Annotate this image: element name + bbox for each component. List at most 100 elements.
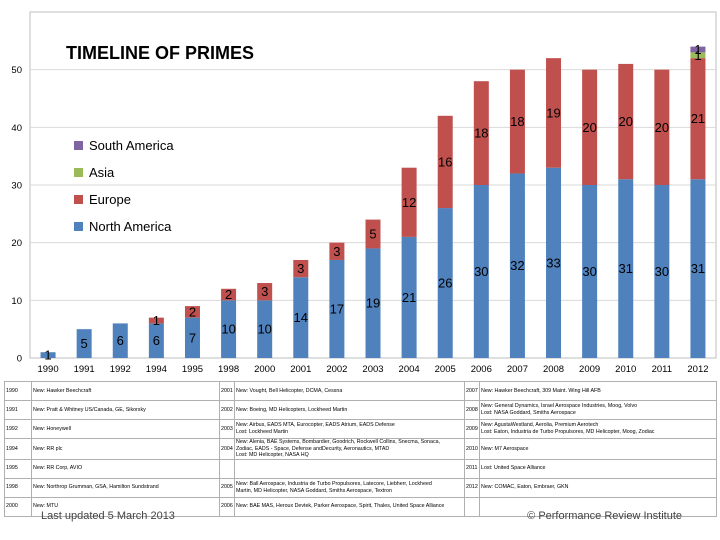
event-year: 2002 (219, 400, 235, 420)
bar-europe-1994 (148, 317, 164, 324)
data-label: 1 (694, 42, 701, 57)
data-label: 21 (691, 111, 705, 126)
x-tick-label: 2007 (507, 364, 528, 375)
event-year: 2008 (464, 400, 480, 420)
bar-north-america-2004 (401, 236, 417, 358)
data-label: 7 (189, 330, 196, 345)
data-label: 26 (438, 276, 452, 291)
legend-label: North America (89, 219, 172, 234)
event-text: New: RR Corp, AVIO (31, 458, 220, 479)
bar-north-america-2009 (582, 185, 598, 358)
bar-europe-2009 (582, 69, 598, 185)
event-year: 2005 (219, 477, 235, 498)
legend-swatch (74, 222, 83, 231)
y-tick-label: 10 (11, 296, 22, 307)
data-label: 31 (619, 261, 633, 276)
data-label: 17 (330, 301, 344, 316)
data-label: 31 (691, 261, 705, 276)
bar-asia-2012 (690, 52, 706, 59)
bar-north-america-1995 (184, 317, 200, 358)
bar-europe-2008 (546, 58, 562, 168)
event-text: New: COMAC, Eaton, Embraer, GKN (479, 477, 717, 498)
event-year: 2004 (219, 438, 235, 460)
y-tick-label: 50 (11, 65, 22, 76)
data-labels: 15 6 6172102103143173195211226163018321833… (44, 42, 705, 363)
event-text (479, 496, 717, 517)
bar-europe-2000 (257, 283, 273, 301)
x-tick-label: 1994 (146, 364, 167, 375)
data-label: 1 (44, 348, 51, 363)
event-text: New: Northrop Grumman, GSA, Hamilton Sun… (31, 477, 220, 498)
event-text: New: Hawker Beechcraft (31, 381, 220, 401)
data-label: 20 (655, 120, 669, 135)
bar-europe-2001 (293, 259, 309, 278)
x-tick-label: 1991 (74, 364, 95, 375)
data-label: 21 (402, 290, 416, 305)
bar-europe-2004 (401, 167, 417, 237)
chart-title: TIMELINE OF PRIMES (66, 43, 254, 63)
event-text: New: Ball Aerospace, Industria de Turbo … (234, 477, 465, 498)
legend-label: Europe (89, 192, 131, 207)
event-year: 2009 (464, 419, 480, 439)
primes-chart: 15 6 6172102103143173195211226163018321833… (11, 11, 717, 375)
y-tick-label: 30 (11, 181, 22, 192)
legend-label: South America (89, 138, 174, 153)
event-text: New: MTU (31, 496, 220, 517)
legend-label: Asia (89, 165, 115, 180)
data-label: 2 (189, 304, 196, 319)
bar-north-america-1990 (40, 352, 56, 358)
event-text: New: Vought, Bell Helicopter, DCMA, Cess… (234, 381, 465, 401)
event-text: New: Alenia, BAE Systems, Bombardier, Go… (234, 438, 465, 460)
data-label: 32 (510, 258, 524, 273)
bar-europe-2007 (509, 69, 525, 174)
x-tick-label: 2010 (615, 364, 636, 375)
data-label: 10 (257, 322, 271, 337)
x-tick-label: 1992 (110, 364, 131, 375)
legend-swatch (74, 168, 83, 177)
bar-europe-2005 (437, 115, 453, 209)
data-label: 33 (546, 255, 560, 270)
bar-europe-2003 (365, 219, 381, 249)
data-label: 30 (474, 264, 488, 279)
event-text: Lost: United Space Alliance (479, 458, 717, 479)
table-row: 1995 New: RR Corp, AVIO 2011 Lost: United S… (4, 458, 717, 479)
event-year: 2010 (464, 438, 480, 460)
data-label: 30 (582, 264, 596, 279)
bar-europe-2012 (690, 58, 706, 180)
bar-north-america-2007 (509, 173, 525, 358)
data-label: 19 (366, 296, 380, 311)
event-text: New: BAE MAS, Heroux Devtek, Parker Aero… (234, 496, 465, 517)
bar-north-america-1991 (76, 329, 92, 358)
event-year (464, 496, 480, 517)
event-text: New: Honeywell (31, 419, 220, 439)
event-text: New: AgustaWestland, Aerolia, Premium Ae… (479, 419, 717, 439)
data-label: 5 (369, 227, 376, 242)
data-label: 20 (582, 120, 596, 135)
x-tick-label: 1998 (218, 364, 239, 375)
bar-north-america-2012 (690, 179, 706, 358)
data-label: 12 (402, 195, 416, 210)
x-tick-label: 2012 (687, 364, 708, 375)
bar-north-america-2000 (257, 300, 273, 358)
event-year: 2003 (219, 419, 235, 439)
event-year: 1995 (4, 458, 32, 479)
event-text (234, 458, 465, 479)
events-table: 1990 New: Hawker Beechcraft 2001 New: Vough… (4, 381, 717, 517)
event-year: 2011 (464, 458, 480, 479)
x-tick-label: 1990 (37, 364, 58, 375)
x-tick-label: 2001 (290, 364, 311, 375)
data-label: 10 (221, 322, 235, 337)
bar-north-america-1994 (148, 323, 164, 358)
data-label: 5 (81, 336, 88, 351)
bar-north-america-2008 (546, 167, 562, 358)
event-year: 2001 (219, 381, 235, 401)
event-text: New: Boeing, MD Helicopters, Lockheed Ma… (234, 400, 465, 420)
legend: South America Asia Europe North America (74, 138, 174, 234)
bar-europe-1998 (221, 288, 237, 301)
event-text: New: Airbus, EADS MTA, Eurocopter, EADS … (234, 419, 465, 439)
event-year: 1990 (4, 381, 32, 401)
table-row: 1990 New: Hawker Beechcraft 2001 New: Vough… (4, 381, 717, 401)
bar-south-america-2012 (690, 46, 706, 53)
events-table-body: 1990 New: Hawker Beechcraft 2001 New: Vough… (4, 381, 717, 517)
x-tick-label: 1995 (182, 364, 203, 375)
